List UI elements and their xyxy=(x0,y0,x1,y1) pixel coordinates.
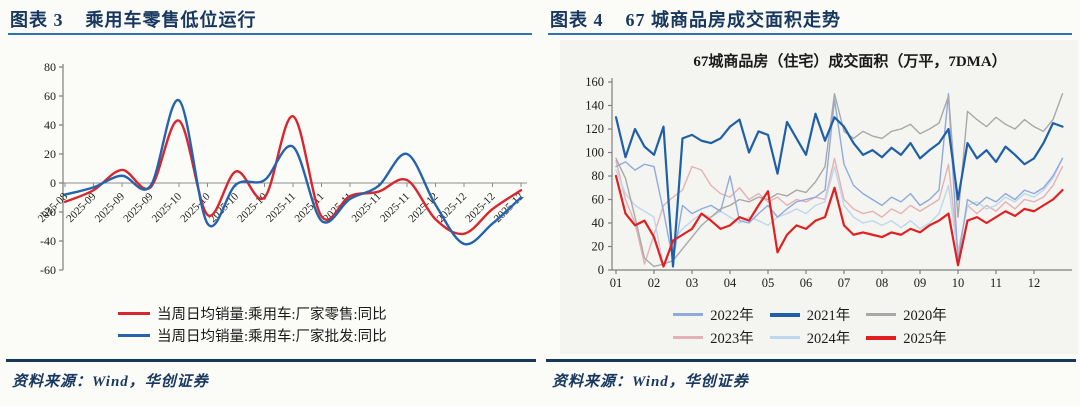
housing-transaction-area-line-chart: 67城商品房（住宅）成交面积（万平，7DMA）02040608010012014… xyxy=(585,52,1072,290)
series-2021-label: 2021年 xyxy=(806,308,851,324)
svg-text:20: 20 xyxy=(592,240,605,254)
legend-item: 2021年 xyxy=(769,304,851,325)
legend-row: 2023年 2024年 2025年 xyxy=(540,326,1080,349)
svg-text:140: 140 xyxy=(585,99,604,113)
series-2022-label: 2022年 xyxy=(710,308,754,324)
svg-text:12: 12 xyxy=(1028,276,1041,290)
legend-item: 2025年 xyxy=(866,327,947,348)
series-2020-label: 2020年 xyxy=(903,308,947,324)
svg-text:40: 40 xyxy=(592,216,605,230)
svg-text:10: 10 xyxy=(952,276,965,290)
svg-text:2025-09: 2025-09 xyxy=(121,190,156,225)
series-2025-label: 2025年 xyxy=(903,331,947,347)
series-2025-swatch xyxy=(866,335,897,340)
svg-text:20: 20 xyxy=(44,147,56,161)
svg-text:04: 04 xyxy=(724,276,737,290)
left-chart-legend: 当周日均销量:乘用车:厂家零售:同比 当周日均销量:乘用车:厂家批发:同比 xyxy=(118,302,387,346)
right-figure-title: 67 城商品房成交面积走势 xyxy=(625,10,841,30)
svg-text:60: 60 xyxy=(592,193,605,207)
right-header-rule xyxy=(548,33,1072,35)
right-chart-card xyxy=(560,40,1078,354)
svg-text:2025-12: 2025-12 xyxy=(435,191,469,225)
legend-item: 当周日均销量:乘用车:厂家零售:同比 xyxy=(118,302,387,324)
right-figure-label: 图表 4 xyxy=(550,10,604,30)
svg-text:40: 40 xyxy=(44,118,56,132)
left-figure-title: 乘用车零售低位运行 xyxy=(85,10,257,30)
svg-text:60: 60 xyxy=(44,89,56,103)
passenger-car-yoy-line-chart: -60-40-200204060802025-082025-092025-092… xyxy=(36,60,527,277)
series-2022-swatch xyxy=(673,313,704,316)
right-chart-legend: 2022年 2021年 2020年 2023年 2024年 2025年 xyxy=(540,303,1080,349)
svg-text:06: 06 xyxy=(800,276,813,290)
svg-text:11: 11 xyxy=(990,276,1002,290)
series-2023-label: 2023年 xyxy=(710,331,754,347)
left-footer-rule xyxy=(6,359,536,362)
left-figure-label: 图表 3 xyxy=(10,10,64,30)
svg-text:80: 80 xyxy=(44,60,56,74)
svg-text:-20: -20 xyxy=(40,205,56,219)
svg-text:05: 05 xyxy=(762,276,775,290)
svg-text:2025-10: 2025-10 xyxy=(150,190,185,225)
svg-text:01: 01 xyxy=(610,276,623,290)
legend-item: 2023年 xyxy=(673,327,754,348)
legend-item: 2022年 xyxy=(673,304,754,325)
right-source-note: 资料来源：Wind，华创证券 xyxy=(552,374,749,390)
retail-series-swatch xyxy=(118,311,150,315)
legend-item: 当周日均销量:乘用车:厂家批发:同比 xyxy=(118,324,387,346)
series-2024-label: 2024年 xyxy=(806,331,851,347)
legend-item: 2024年 xyxy=(769,327,851,348)
svg-text:120: 120 xyxy=(585,122,604,136)
series-2021-swatch xyxy=(769,312,800,317)
svg-text:02: 02 xyxy=(648,276,661,290)
svg-text:100: 100 xyxy=(585,146,604,160)
left-source-note: 资料来源：Wind，华创证券 xyxy=(12,374,209,390)
svg-text:09: 09 xyxy=(914,276,927,290)
series-2020-swatch xyxy=(866,313,897,316)
svg-text:-40: -40 xyxy=(40,234,56,248)
left-figure-header: 图表 3 乘用车零售低位运行 xyxy=(10,6,530,32)
svg-text:07: 07 xyxy=(838,276,851,290)
svg-text:0: 0 xyxy=(598,263,604,277)
wholesale-series-swatch xyxy=(118,333,150,337)
svg-text:2025-11: 2025-11 xyxy=(264,191,298,225)
right-footer-rule xyxy=(546,359,1076,362)
legend-row: 2022年 2021年 2020年 xyxy=(540,303,1080,326)
svg-text:67城商品房（住宅）成交面积（万平，7DMA）: 67城商品房（住宅）成交面积（万平，7DMA） xyxy=(693,52,1006,70)
series-2024-swatch xyxy=(769,336,800,339)
legend-item: 2020年 xyxy=(866,304,947,325)
svg-text:2025-10: 2025-10 xyxy=(178,190,213,225)
svg-text:160: 160 xyxy=(585,75,604,89)
svg-text:-60: -60 xyxy=(40,263,56,277)
svg-text:2025-09: 2025-09 xyxy=(93,190,128,225)
left-header-rule xyxy=(8,33,532,35)
right-figure-panel: 图表 4 67 城商品房成交面积走势 67城商品房（住宅）成交面积（万平，7DMA… xyxy=(540,0,1080,406)
svg-text:0: 0 xyxy=(50,176,56,190)
right-figure-header: 图表 4 67 城商品房成交面积走势 xyxy=(550,6,1070,32)
series-2023-swatch xyxy=(673,336,704,339)
wholesale-series-label: 当周日均销量:乘用车:厂家批发:同比 xyxy=(157,328,387,345)
svg-text:2025-11: 2025-11 xyxy=(378,191,412,225)
svg-text:80: 80 xyxy=(592,169,605,183)
svg-text:08: 08 xyxy=(876,276,889,290)
left-figure-panel: 图表 3 乘用车零售低位运行 -60 -40 -20 0 20 40 60 80 2025-08 2… xyxy=(6,6,536,390)
svg-text:03: 03 xyxy=(686,276,699,290)
retail-series-label: 当周日均销量:乘用车:厂家零售:同比 xyxy=(157,306,387,323)
